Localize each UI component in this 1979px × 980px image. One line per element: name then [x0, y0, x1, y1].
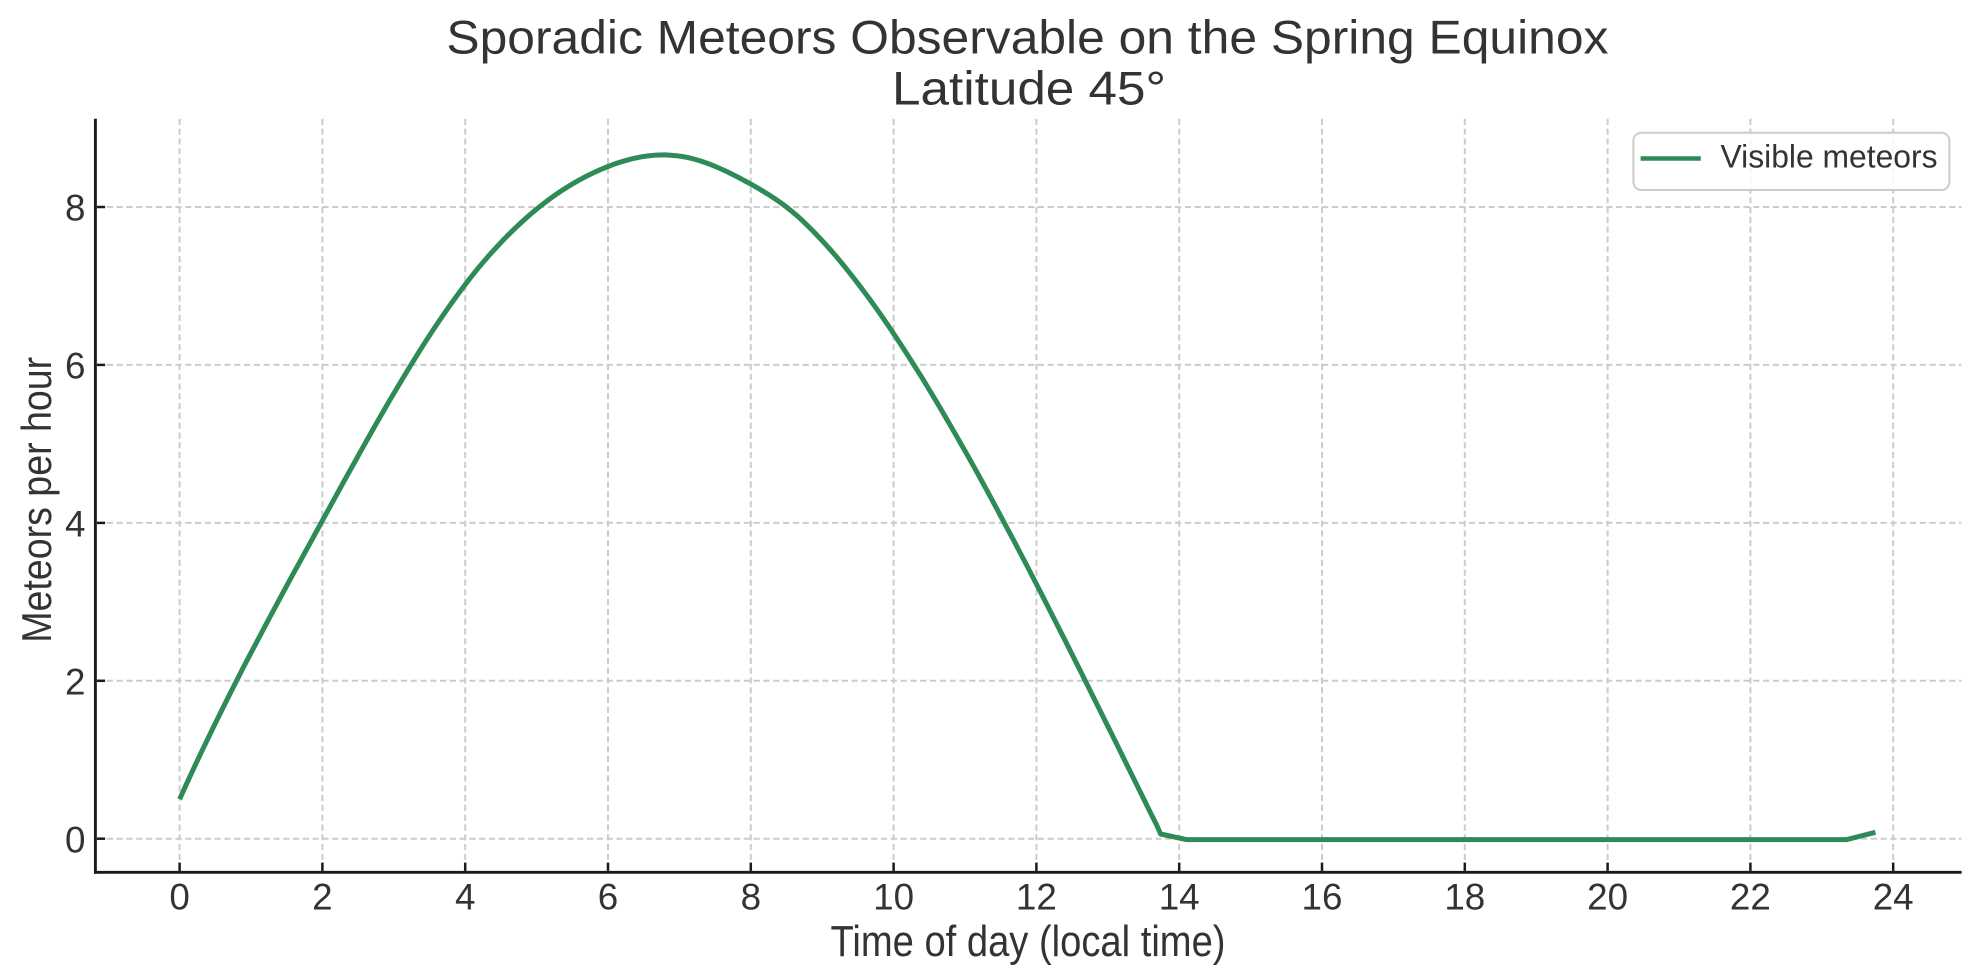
svg-text:4: 4 [65, 504, 85, 545]
svg-text:24: 24 [1873, 876, 1914, 917]
svg-text:22: 22 [1730, 876, 1771, 917]
svg-text:4: 4 [455, 876, 475, 917]
svg-text:8: 8 [741, 876, 761, 917]
svg-text:Time of day (local time): Time of day (local time) [831, 917, 1226, 966]
svg-text:6: 6 [65, 346, 85, 387]
svg-text:2: 2 [312, 876, 332, 917]
svg-text:Visible meteors: Visible meteors [1721, 138, 1938, 174]
svg-text:16: 16 [1302, 876, 1343, 917]
svg-text:10: 10 [873, 876, 914, 917]
svg-text:0: 0 [65, 819, 85, 860]
svg-text:20: 20 [1587, 876, 1628, 917]
svg-text:18: 18 [1444, 876, 1485, 917]
svg-text:0: 0 [169, 876, 189, 917]
svg-text:14: 14 [1159, 876, 1200, 917]
svg-text:2: 2 [65, 662, 85, 703]
svg-text:8: 8 [65, 188, 85, 229]
svg-text:Meteors per hour: Meteors per hour [13, 357, 60, 643]
svg-text:12: 12 [1016, 876, 1057, 917]
svg-text:6: 6 [598, 876, 618, 917]
svg-text:Sporadic Meteors Observable on: Sporadic Meteors Observable on the Sprin… [446, 11, 1608, 64]
svg-text:Latitude 45°: Latitude 45° [892, 61, 1166, 114]
